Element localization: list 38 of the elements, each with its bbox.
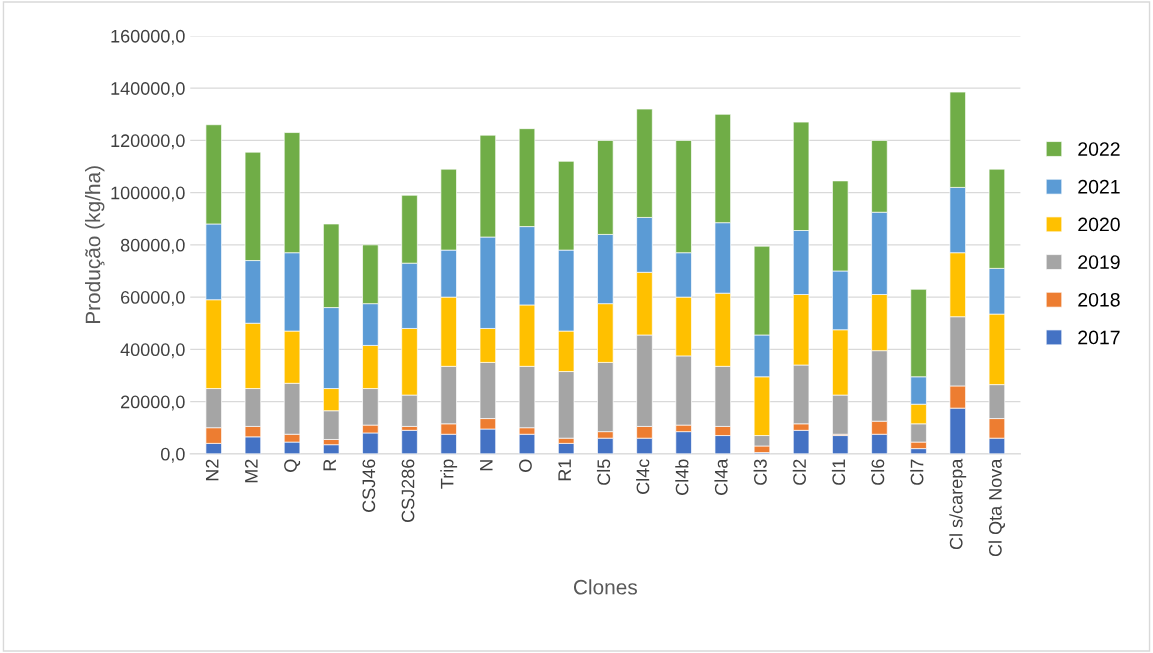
x-tick-label: CSJ286	[401, 459, 415, 523]
y-tick-label: 140000,0	[111, 82, 185, 98]
x-tick-label: M2	[244, 459, 258, 483]
y-tick-label: 120000,0	[111, 134, 185, 150]
legend-label: 2019	[1078, 255, 1120, 269]
x-tick-label: Cl5	[596, 459, 611, 485]
x-tick-label: Cl s/carepa	[949, 458, 967, 550]
y-tick-label: 80000,0	[120, 238, 185, 254]
legend-label: 2017	[1078, 330, 1120, 345]
x-axis-title: Clones	[573, 579, 637, 595]
y-axis-title: Produção (kg/ha)	[85, 166, 105, 324]
x-tick-label: Cl6	[871, 459, 885, 485]
x-tick-label: Cl3	[753, 459, 767, 485]
x-tick-label: O	[519, 459, 532, 472]
x-tick-label: Cl Qta Nova	[988, 458, 1005, 557]
x-tick-label: CSJ46	[362, 459, 376, 512]
y-tick-label: 20000,0	[121, 395, 185, 411]
y-tick-label: 100000,0	[111, 186, 185, 202]
y-tick-label: 0,0	[160, 447, 185, 463]
legend-label: 2022	[1078, 142, 1120, 156]
y-tick-label: 40000,0	[120, 343, 185, 359]
x-tick-label: R1	[558, 459, 571, 481]
x-tick-label: Cl4b	[675, 459, 689, 495]
x-tick-label: N	[480, 460, 493, 471]
x-tick-label: Trip	[440, 459, 458, 489]
x-tick-label: Cl7	[910, 459, 924, 485]
x-tick-label: Cl2	[792, 459, 806, 485]
x-tick-label: N2	[205, 459, 219, 481]
x-tick-label: R	[323, 459, 336, 471]
y-tick-label: 160000,0	[111, 29, 185, 45]
x-tick-label: Cl1	[831, 459, 846, 485]
x-tick-label: Q	[284, 459, 301, 472]
x-tick-label: Cl4c	[636, 459, 650, 494]
legend-label: 2021	[1078, 179, 1120, 194]
x-tick-label: Cl4a	[714, 458, 728, 495]
legend-label: 2020	[1078, 217, 1120, 232]
y-tick-label: 60000,0	[121, 291, 185, 306]
legend-label: 2018	[1078, 292, 1120, 307]
